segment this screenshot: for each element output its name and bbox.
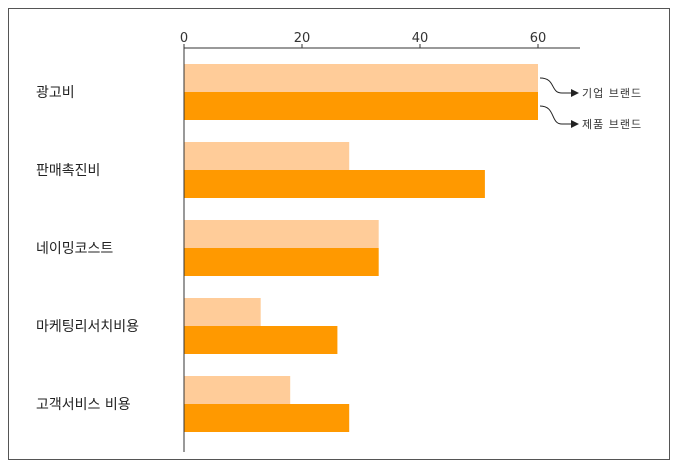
legend-label: 기업 브랜드 (582, 87, 642, 100)
bar (184, 326, 338, 354)
category-label: 고객서비스 비용 (36, 397, 131, 413)
legend-arrow (539, 77, 579, 97)
legend-arrow (539, 105, 579, 128)
bar (184, 92, 538, 120)
legend-label: 제품 브랜드 (582, 118, 642, 131)
bar (184, 376, 291, 404)
bar (184, 404, 350, 432)
x-tick-label: 20 (294, 31, 311, 46)
bar (184, 298, 261, 326)
category-label: 네이밍코스트 (36, 241, 113, 257)
category-label: 마케팅리서치비용 (36, 319, 139, 335)
category-label: 광고비 (36, 85, 75, 101)
x-tick-label: 60 (530, 31, 547, 46)
x-tick-label: 40 (412, 31, 429, 46)
x-tick-label: 0 (180, 31, 188, 46)
bar (184, 220, 379, 248)
bar (184, 170, 485, 198)
bar (184, 64, 538, 92)
bar (184, 248, 379, 276)
bar (184, 142, 350, 170)
category-label: 판매촉진비 (36, 163, 100, 179)
